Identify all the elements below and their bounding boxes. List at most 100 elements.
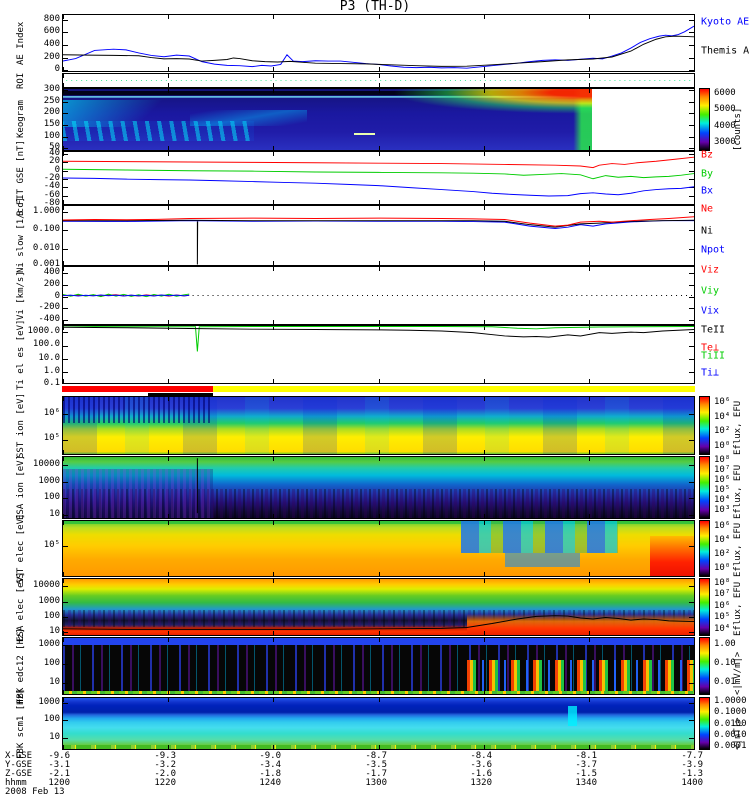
time-tick-mark: [168, 67, 170, 71]
esaelec-ytick-mark: [63, 617, 68, 618]
fbkscm-colorbar-tick: 0.0010: [714, 729, 747, 740]
fbkedc-ytick-mark: [689, 645, 694, 646]
series-tiii: [63, 326, 694, 352]
series-kyoto-ae: [63, 25, 694, 69]
time-tick-mark: [63, 15, 64, 19]
time-tick-mark: [168, 15, 170, 19]
keo-ytick-mark: [689, 148, 694, 150]
sst-elec-dropout-patch-2: [504, 552, 581, 567]
vi-series-plot: [63, 293, 694, 298]
time-tick-mark: [168, 690, 170, 694]
bfit-ytick-mark: [63, 179, 68, 180]
ti-ytick-mark: [63, 384, 68, 385]
time-tick-mark: [168, 745, 170, 749]
time-tick-mark: [63, 200, 64, 204]
bfit-ytick-mark: [63, 195, 68, 197]
time-tick-mark: [483, 379, 485, 383]
time-tick-mark: [588, 690, 590, 694]
keo-ytick-mark: [63, 124, 68, 126]
bfit-ytick-label: -80: [43, 197, 60, 208]
pos-value: 1240: [259, 778, 281, 788]
sstion-ytick-mark: [63, 439, 68, 441]
esaion-ytick-mark: [63, 515, 68, 516]
ni-series-plot: [63, 216, 694, 265]
time-tick-mark: [63, 379, 64, 383]
pos-value: -3.7: [575, 760, 597, 770]
time-tick-mark: [378, 638, 380, 642]
esaelec-ytick-label: 100: [43, 610, 60, 621]
sstion-ytick-mark: [689, 439, 694, 441]
esaion-colorbar-unit: Eflux, EFU: [733, 464, 743, 519]
ae-ytick-mark: [689, 19, 694, 21]
fbk-scm1-image: [63, 698, 694, 749]
bfit-ytick-mark: [689, 187, 694, 189]
keo-colorbar-tick: 4000: [714, 120, 736, 131]
bfit-ytick-mark: [63, 203, 68, 204]
time-tick-mark: [483, 397, 485, 401]
ti-series-plot: [63, 326, 694, 352]
ae-ytick-mark: [689, 45, 694, 47]
pos-value: -7.7: [681, 751, 703, 761]
ti-ytick-label: 0.1: [43, 377, 60, 388]
esa-ion-noise-texture: [63, 488, 694, 518]
time-tick-mark: [63, 457, 64, 461]
fbkscm-colorbar: [699, 697, 710, 750]
mode-bar-slow-survey: [62, 386, 213, 392]
time-tick-mark: [588, 152, 590, 156]
ni-ytick-label: 0.010: [32, 242, 60, 253]
time-tick-mark: [168, 206, 170, 210]
esaelec-ytick-mark: [689, 617, 694, 618]
time-tick-mark: [168, 320, 170, 324]
esaion-ytick-mark: [689, 481, 694, 483]
time-tick-mark: [588, 206, 590, 210]
ti-ytick-mark: [63, 371, 68, 373]
fbkscm-ytick-label: 10: [49, 731, 60, 742]
time-tick-mark: [694, 261, 695, 265]
time-tick-mark: [273, 83, 275, 87]
sstelec-ytick-label: 10⁵: [43, 540, 60, 551]
keo-ytick-mark: [689, 101, 694, 103]
time-tick-mark: [273, 698, 275, 702]
time-tick-mark: [378, 698, 380, 702]
time-tick-mark: [378, 579, 380, 583]
ni-ytick-mark: [689, 211, 694, 213]
ae-ytick-mark: [63, 32, 68, 34]
time-tick-mark: [694, 690, 695, 694]
roi-series-plot: [66, 80, 691, 81]
esaion-colorbar-tick: 10⁶: [714, 474, 731, 485]
time-tick-mark: [63, 326, 64, 330]
panel-roi: ROI: [0, 72, 750, 89]
time-tick-mark: [588, 579, 590, 583]
time-tick-mark: [63, 698, 64, 702]
time-tick-mark: [378, 200, 380, 204]
vi-ytick-label: 400: [43, 266, 60, 277]
pos-value: -8.4: [470, 751, 492, 761]
time-tick-mark: [273, 521, 275, 525]
time-tick-mark: [168, 450, 170, 454]
fbkedc-ytick-mark: [63, 683, 68, 685]
time-tick-mark: [273, 67, 275, 71]
keo-ytick-label: 100: [43, 130, 60, 141]
series-bx: [63, 177, 694, 197]
bfit-plot-frame: [62, 151, 695, 205]
fbkedc-ytick-label: 10: [49, 677, 60, 688]
time-tick-mark: [588, 146, 590, 150]
bfit-series-plot: [63, 156, 694, 197]
time-tick-mark: [483, 638, 485, 642]
esaion-ytick-label: 10000: [32, 458, 60, 469]
ae-series-plot: [63, 25, 694, 69]
time-tick-mark: [694, 638, 695, 642]
pos-value: 1400: [681, 778, 703, 788]
time-tick-mark: [483, 698, 485, 702]
pos-row-label-x-gse: X-GSE: [5, 751, 33, 761]
sst-elec-spectrogram: [62, 520, 695, 577]
time-tick-mark: [378, 15, 380, 19]
pos-value: -8.1: [575, 751, 597, 761]
keo-ytick-mark: [63, 136, 68, 138]
panel-fbk-edc12: FBK edc12 [Hz] 1000 100 10 1.00 0.10 0.01 <|mV/…: [0, 628, 750, 704]
esaelec-colorbar-tick: 10⁴: [714, 624, 731, 635]
fbk-edc12-spectrogram: [62, 637, 695, 695]
time-tick-mark: [483, 67, 485, 71]
fbkscm-colorbar-tick: 0.0100: [714, 718, 747, 729]
esaion-ytick-mark: [689, 498, 694, 500]
